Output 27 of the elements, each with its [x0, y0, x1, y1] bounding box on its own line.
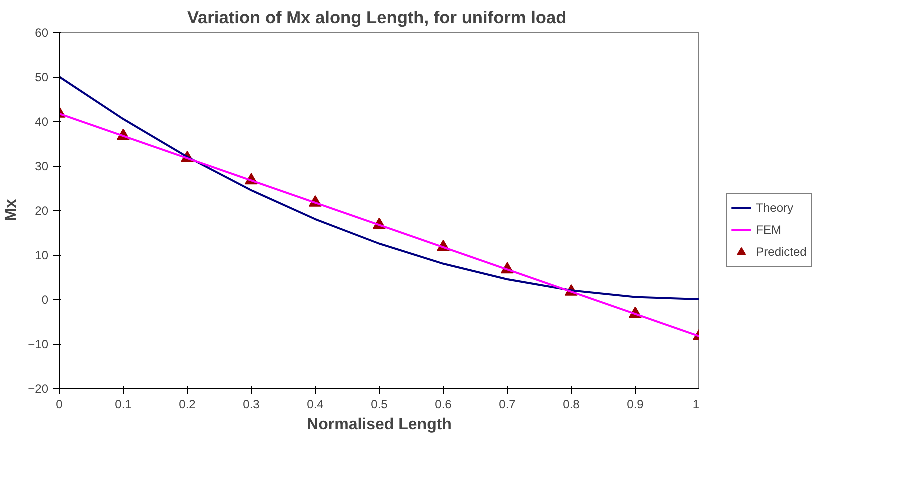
y-tick-label: 60: [35, 26, 49, 40]
y-axis-title: Mx: [3, 199, 20, 222]
x-tick-label: 0.2: [179, 398, 196, 412]
x-tick-label: 0: [56, 398, 64, 412]
y-tick-label: 30: [35, 160, 49, 174]
legend-label: FEM: [756, 223, 782, 237]
chart-title: Variation of Mx along Length, for uniform load: [187, 8, 567, 28]
x-tick-label: 0.3: [243, 398, 260, 412]
y-tick-label: 20: [35, 204, 49, 218]
x-tick-label: 0.9: [627, 398, 644, 412]
x-axis-title: Normalised Length: [307, 416, 452, 434]
x-tick-label: 0.8: [563, 398, 580, 412]
y-tick-label: 0: [42, 293, 49, 307]
x-tick-label: 1: [692, 398, 700, 412]
legend-label: Theory: [756, 201, 794, 215]
x-tick-label: 0.6: [435, 398, 452, 412]
y-tick-label: 40: [35, 115, 49, 129]
x-tick-label: 0.5: [371, 398, 388, 412]
x-tick-label: 0.7: [499, 398, 516, 412]
y-tick-label: 50: [35, 70, 49, 84]
y-tick-label: −10: [28, 338, 49, 352]
y-tick-label: −20: [28, 382, 49, 396]
legend-label: Predicted: [756, 245, 807, 259]
x-tick-label: 0.4: [307, 398, 324, 412]
line-series: [60, 76, 699, 300]
y-tick-label: 10: [35, 248, 49, 262]
x-tick-label: 0.1: [115, 398, 132, 412]
